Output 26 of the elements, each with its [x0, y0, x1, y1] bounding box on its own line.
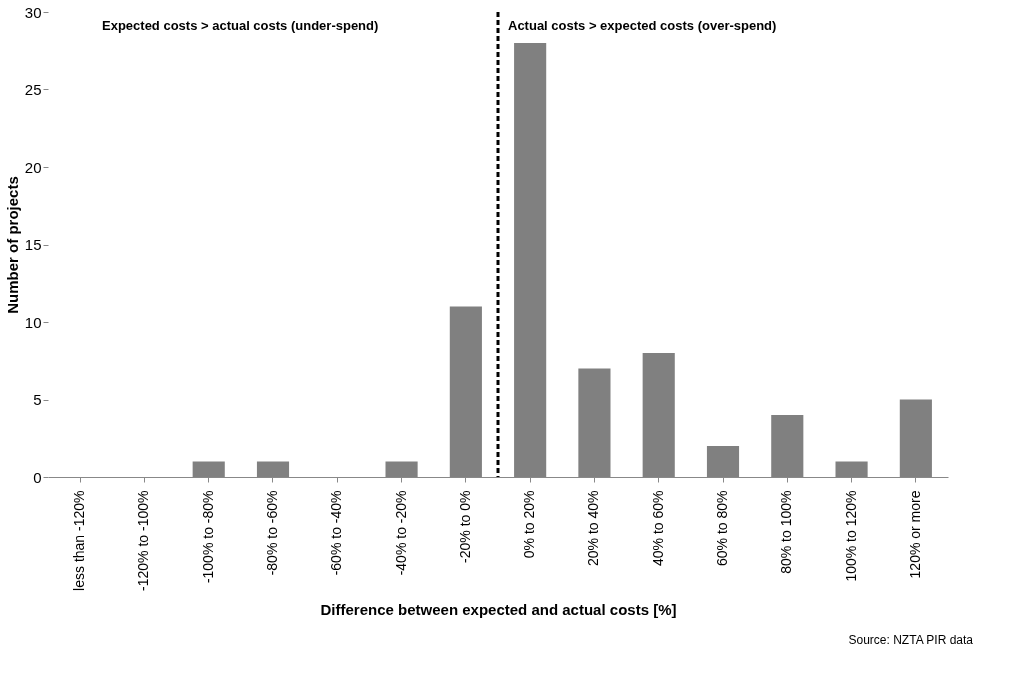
y-tick-label: 25 — [24, 81, 42, 98]
x-tick-label: -20% to 0% — [456, 490, 473, 563]
y-tick-label: 10 — [24, 313, 42, 331]
y-tick-label: 5 — [33, 391, 42, 408]
x-tick-label: -40% to -20% — [392, 490, 409, 576]
source-note: Source: NZTA PIR data — [848, 633, 974, 647]
y-tick-label: 30 — [24, 3, 42, 21]
annotation: Actual costs > expected costs (over-spend) — [508, 18, 777, 33]
y-tick-label: 15 — [24, 236, 42, 253]
annotation: Expected costs > actual costs (under-spend) — [102, 18, 379, 33]
x-tick-label: -120% to -100% — [135, 490, 152, 591]
x-tick-label: -100% to -80% — [199, 490, 216, 584]
y-axis-title: Number of projects — [3, 176, 21, 314]
y-tick-label: 20 — [24, 158, 42, 176]
x-tick-label: 120% or more — [906, 490, 923, 579]
x-tick-label: -80% to -60% — [264, 490, 280, 576]
x-tick-label: -60% to -40% — [328, 490, 345, 576]
y-tick-label: 0 — [33, 468, 42, 486]
x-tick-label: 100% to 120% — [842, 490, 859, 582]
x-tick-label: 80% to 100% — [778, 490, 795, 574]
x-tick-label: 40% to 60% — [649, 490, 666, 566]
x-tick-label: less than -120% — [71, 490, 88, 591]
x-tick-label: 60% to 80% — [714, 490, 730, 566]
x-tick-label: 20% to 40% — [585, 490, 602, 566]
x-tick-label: 0% to 20% — [521, 490, 538, 559]
x-axis-title: Difference between expected and actual costs [%] — [320, 600, 677, 618]
